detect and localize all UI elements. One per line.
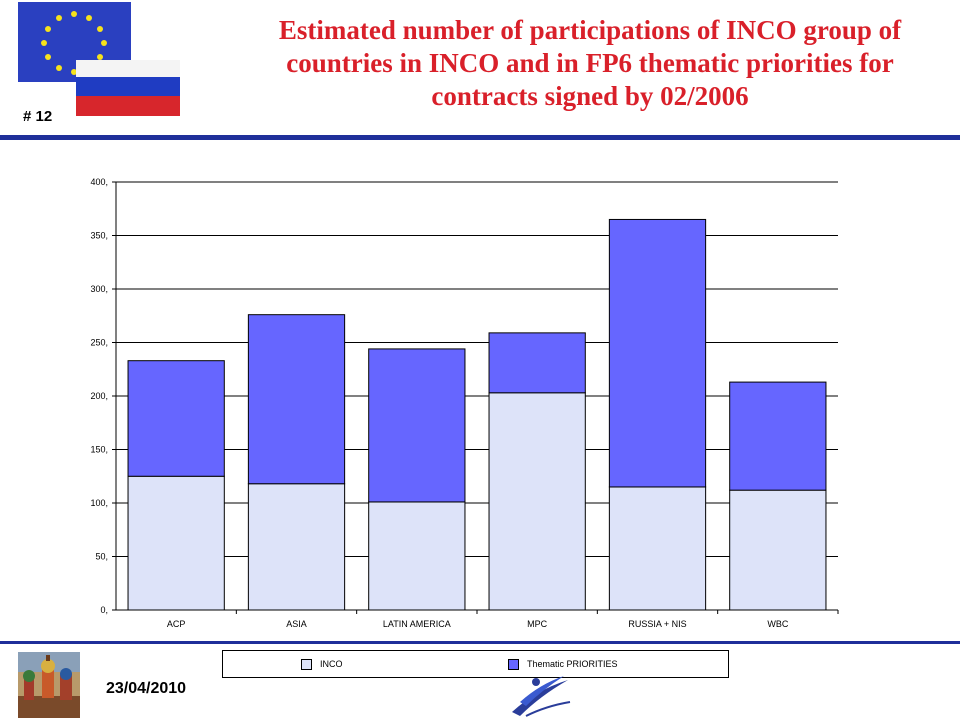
eu-russia-flags-icon [18, 2, 180, 116]
bar-thematic [247, 314, 346, 485]
legend-swatch-thematic [508, 658, 519, 670]
y-tick-label: 200, [90, 391, 108, 401]
y-tick-label: 100, [90, 498, 108, 508]
slide-number: # 12 [23, 108, 53, 125]
legend-item-thematic: Thematic PRIORITIES [508, 657, 618, 671]
legend-swatch-inco [301, 658, 312, 670]
legend-item-inco: INCO [301, 657, 343, 671]
bar-thematic [608, 218, 707, 488]
bar-inco [488, 392, 586, 611]
header-divider [0, 135, 960, 140]
kremlin-photo-icon [18, 652, 80, 718]
x-tick-label: ASIA [286, 619, 307, 629]
bar-thematic [368, 348, 466, 503]
x-tick-label: RUSSIA + NIS [628, 619, 686, 629]
page-title: Estimated number of participations of IN… [278, 15, 902, 111]
y-tick-label: 50, [95, 552, 108, 562]
footer-date: 23/04/2010 [106, 680, 187, 697]
legend-label-thematic: Thematic PRIORITIES [527, 659, 618, 669]
bar-inco [608, 486, 707, 611]
bar-inco [247, 483, 346, 611]
y-tick-label: 250, [90, 338, 108, 348]
chart-legend: INCO Thematic PRIORITIES [222, 650, 729, 678]
x-tick-label: WBC [767, 619, 788, 629]
y-tick-label: 350, [90, 231, 108, 241]
y-tick-label: 400, [90, 177, 108, 187]
swoosh-logo-icon [512, 676, 571, 717]
bar-thematic [127, 360, 225, 477]
bar-inco [729, 489, 827, 611]
bar-inco [368, 501, 466, 611]
x-tick-label: LATIN AMERICA [383, 619, 451, 629]
y-tick-label: 0, [100, 605, 108, 615]
y-tick-label: 150, [90, 445, 108, 455]
stacked-bar-chart: 0, 50, 100, 150, 200, 250, 300, 350, 400, ACP ASIA… [90, 177, 839, 629]
bar-inco [127, 475, 225, 611]
bar-thematic [488, 332, 586, 394]
footer-divider [0, 641, 960, 644]
y-tick-label: 300, [90, 284, 108, 294]
legend-label-inco: INCO [320, 659, 343, 669]
x-tick-label: MPC [527, 619, 548, 629]
x-tick-label: ACP [167, 619, 186, 629]
bar-thematic [729, 381, 827, 491]
